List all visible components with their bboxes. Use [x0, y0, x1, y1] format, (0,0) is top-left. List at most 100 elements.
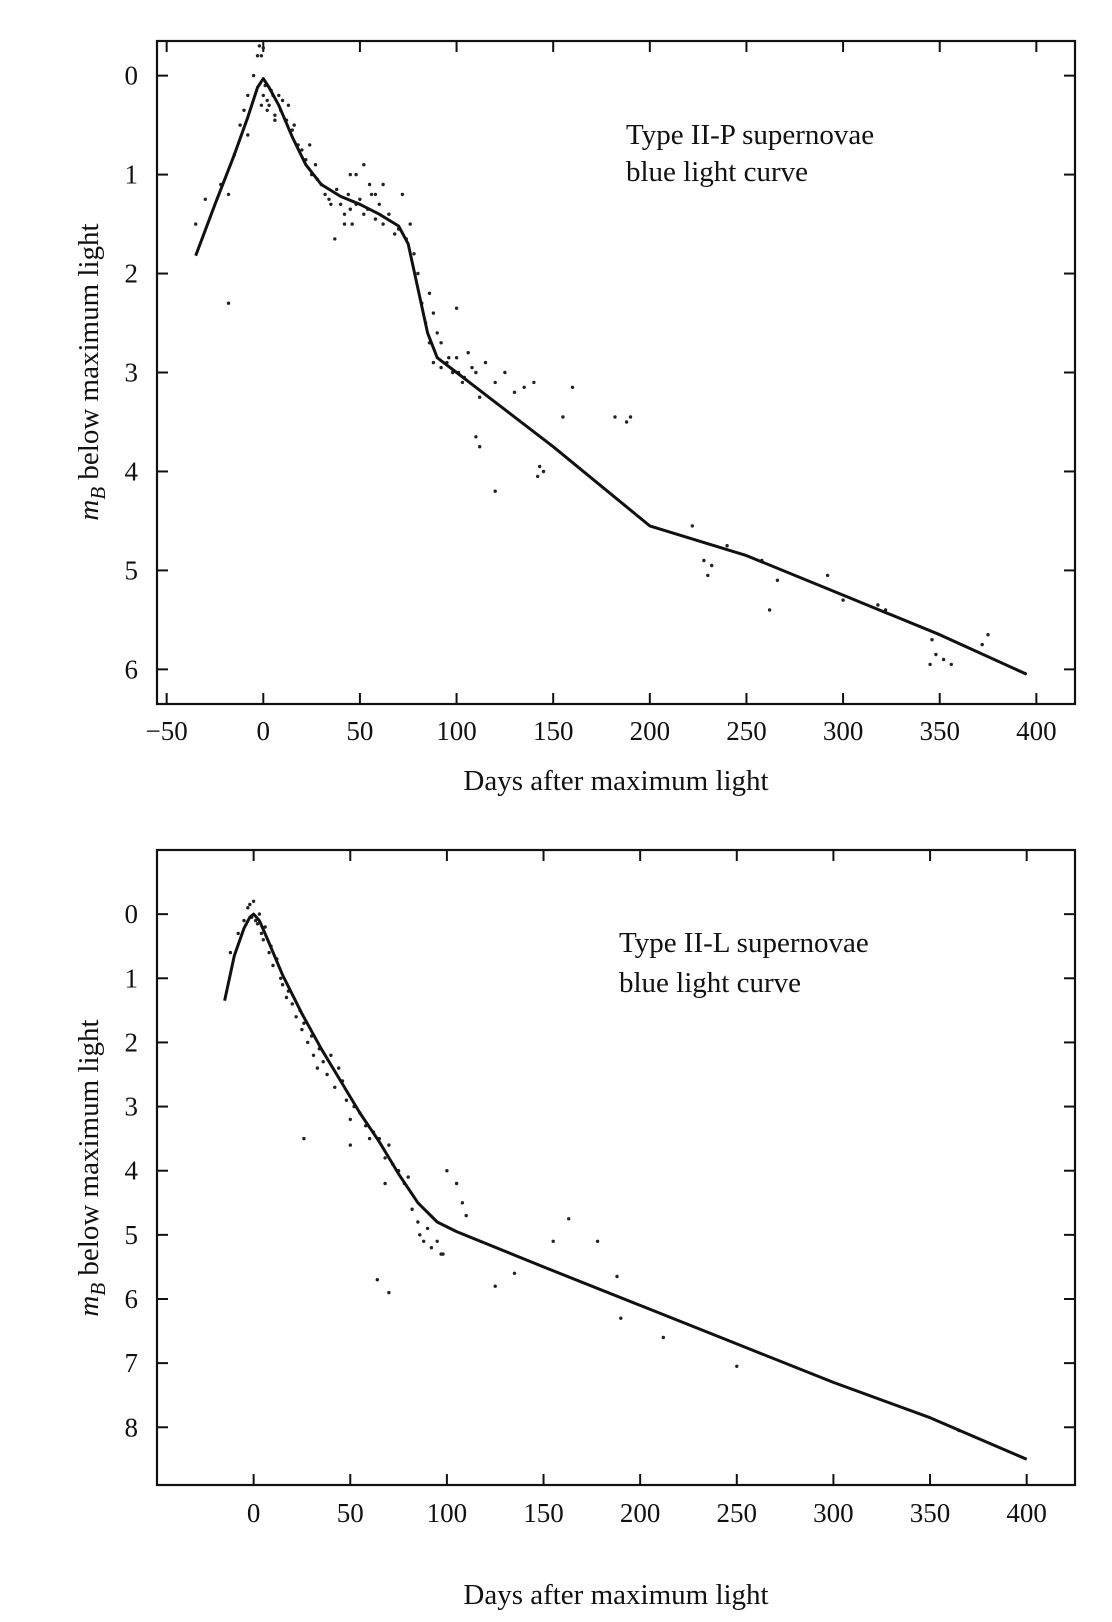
- data-point: [439, 341, 443, 345]
- data-point: [427, 291, 432, 295]
- data-point: [261, 46, 265, 50]
- data-point: [338, 202, 343, 206]
- y-tick-labels: 0 1 2 3 4 5 6: [125, 61, 139, 685]
- data-point: [375, 1278, 379, 1282]
- y-axis-title-subscript: B: [86, 487, 110, 500]
- data-point: [775, 578, 780, 582]
- data-point: [259, 103, 264, 108]
- data-point: [478, 445, 482, 449]
- y-tick-label: 5: [125, 555, 139, 585]
- data-point: [348, 172, 352, 177]
- data-point: [253, 918, 258, 923]
- x-tick-label: 350: [919, 716, 960, 746]
- data-point: [228, 950, 233, 955]
- data-point: [246, 133, 250, 137]
- data-point: [367, 1136, 372, 1141]
- data-point: [337, 1066, 341, 1070]
- data-point: [311, 1053, 316, 1058]
- data-point: [261, 93, 265, 98]
- data-point: [767, 608, 772, 612]
- data-point: [333, 1085, 337, 1090]
- data-point: [512, 390, 517, 394]
- y-tick-label: 2: [125, 259, 139, 289]
- data-point: [512, 1271, 517, 1276]
- data-point: [263, 925, 267, 929]
- y-tick-label: 4: [125, 1156, 139, 1186]
- data-point: [348, 1143, 352, 1147]
- data-point: [503, 370, 507, 375]
- data-point: [928, 662, 932, 667]
- data-point: [441, 1252, 445, 1256]
- data-point: [381, 222, 385, 226]
- data-point: [710, 563, 714, 568]
- data-point: [377, 202, 381, 206]
- annotation-line-1: Type II-L supernovae: [619, 927, 869, 959]
- data-point: [412, 252, 416, 256]
- data-point: [493, 380, 497, 385]
- data-point: [447, 356, 451, 360]
- y-tick-label: 8: [125, 1412, 139, 1442]
- x-tick-label: 250: [717, 1498, 758, 1528]
- data-point: [690, 524, 694, 528]
- y-tick-label: 2: [125, 1027, 139, 1057]
- data-point: [615, 1274, 619, 1279]
- data-point: [294, 1015, 298, 1019]
- data-point: [329, 202, 333, 206]
- data-point: [400, 192, 405, 197]
- x-tick-label: 0: [247, 1498, 261, 1528]
- data-point: [825, 573, 830, 578]
- data-point: [536, 474, 540, 479]
- data-point: [302, 1021, 306, 1025]
- data-point: [265, 98, 269, 103]
- data-point: [387, 1290, 391, 1295]
- y-tick-label: 0: [125, 899, 139, 929]
- data-point: [408, 222, 412, 226]
- data-point: [387, 212, 391, 216]
- data-point: [257, 44, 262, 48]
- data-point: [706, 573, 710, 578]
- data-point: [466, 351, 470, 355]
- data-point: [567, 1217, 571, 1221]
- x-tick-label: 100: [427, 1498, 468, 1528]
- data-point: [350, 222, 354, 226]
- y-tick-label: 4: [125, 456, 139, 486]
- data-point: [203, 197, 207, 201]
- data-point: [474, 435, 478, 439]
- data-point: [342, 212, 347, 216]
- data-point: [410, 1207, 414, 1211]
- data-point: [246, 906, 250, 910]
- data-point: [327, 197, 331, 201]
- y-axis-title: mB below maximum light: [73, 1019, 110, 1316]
- y-tick-label: 1: [125, 963, 139, 993]
- x-tick-label: 350: [910, 1498, 951, 1528]
- observation-points: [228, 899, 961, 1433]
- data-point: [373, 192, 378, 197]
- data-point: [280, 98, 285, 103]
- x-tick-label: 200: [620, 1498, 661, 1528]
- y-tick-labels: 0 1 2 3 4 5 6 7 8: [125, 899, 139, 1442]
- x-tick-label: 200: [630, 716, 671, 746]
- data-point: [934, 652, 938, 657]
- data-point: [194, 222, 198, 226]
- y-axis-title-text: below maximum light: [73, 223, 105, 486]
- light-curve-line: [223, 912, 1028, 1461]
- data-point: [980, 642, 984, 647]
- data-point: [445, 1169, 449, 1173]
- x-tick-label: 300: [823, 716, 864, 746]
- data-point: [478, 395, 482, 399]
- y-tick-label: 3: [125, 358, 139, 388]
- data-point: [369, 192, 374, 197]
- y-tick-label: 7: [125, 1348, 139, 1378]
- data-point: [387, 1143, 391, 1147]
- data-point: [248, 902, 252, 907]
- data-point: [236, 931, 240, 936]
- data-point: [290, 128, 294, 132]
- data-point: [454, 1181, 459, 1186]
- data-point: [470, 365, 474, 370]
- data-point: [561, 415, 565, 419]
- data-point: [246, 93, 250, 98]
- data-point: [393, 232, 397, 236]
- data-point: [422, 1239, 426, 1244]
- data-point: [261, 938, 265, 942]
